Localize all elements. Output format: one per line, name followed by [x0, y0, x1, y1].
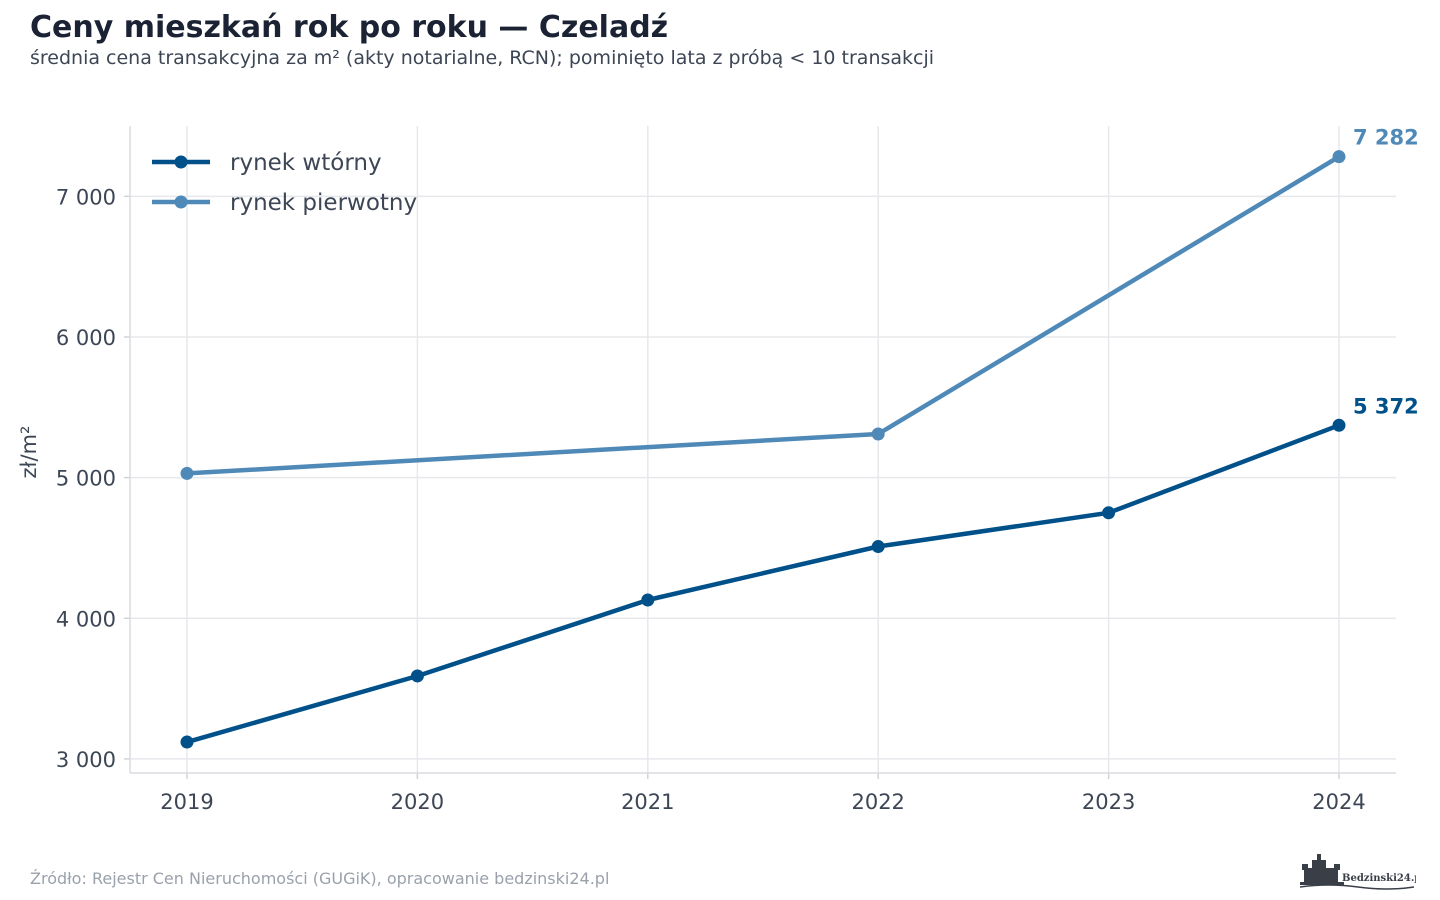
end-value-label-rynek-pierwotny: 7 282	[1353, 126, 1419, 150]
data-point-rynek-wtórny	[871, 540, 885, 554]
y-tick-label: 5 000	[56, 467, 116, 491]
data-point-rynek-wtórny	[1102, 506, 1116, 520]
castle-icon	[1300, 854, 1344, 885]
y-tick-label: 6 000	[56, 326, 116, 350]
data-point-rynek-wtórny	[180, 735, 194, 749]
logo-text: Bedzinski24.pl	[1342, 873, 1416, 884]
chart-title: Ceny mieszkań rok po roku — Czeladź	[30, 10, 669, 45]
x-tick-label: 2022	[851, 790, 904, 814]
legend-marker-rynek-pierwotny	[174, 195, 188, 209]
data-point-rynek-wtórny	[410, 669, 424, 683]
chart-series: 7 282 5 372	[180, 126, 1419, 749]
data-point-rynek-wtórny	[641, 593, 655, 607]
x-tick-label: 2019	[160, 790, 213, 814]
chart-axes: 3 000 4 000 5 000 6 000 7 000 2019 2020 2021 202…	[56, 126, 1396, 814]
data-point-rynek-pierwotny	[180, 466, 194, 480]
legend-marker-rynek-wtórny	[174, 155, 188, 169]
publisher-logo: Bedzinski24.pl	[1299, 854, 1416, 890]
y-axis-label: zł/m²	[17, 426, 41, 479]
chart-subtitle: średnia cena transakcyjna za m² (akty no…	[30, 47, 935, 69]
line-chart: 3 000 4 000 5 000 6 000 7 000 2019 2020 2021 202…	[17, 126, 1419, 814]
x-tick-label: 2023	[1082, 790, 1135, 814]
legend-label-rynek-pierwotny: rynek pierwotny	[230, 190, 417, 216]
y-tick-label: 3 000	[56, 748, 116, 772]
data-point-rynek-wtórny	[1332, 418, 1346, 432]
y-tick-label: 7 000	[56, 185, 116, 209]
chart-legend: rynek wtórny rynek pierwotny	[152, 150, 417, 216]
x-tick-label: 2024	[1312, 790, 1365, 814]
series-line-rynek-wtórny	[184, 423, 1342, 745]
data-point-rynek-pierwotny	[871, 427, 885, 441]
data-point-rynek-pierwotny	[1332, 150, 1346, 164]
source-note: Źródło: Rejestr Cen Nieruchomości (GUGiK…	[30, 869, 610, 888]
x-tick-label: 2021	[621, 790, 674, 814]
chart-grid	[130, 126, 1396, 773]
end-value-label-rynek-wtórny: 5 372	[1353, 394, 1419, 418]
legend-label-rynek-wtórny: rynek wtórny	[230, 150, 382, 176]
y-tick-label: 4 000	[56, 607, 116, 631]
x-tick-label: 2020	[391, 790, 444, 814]
